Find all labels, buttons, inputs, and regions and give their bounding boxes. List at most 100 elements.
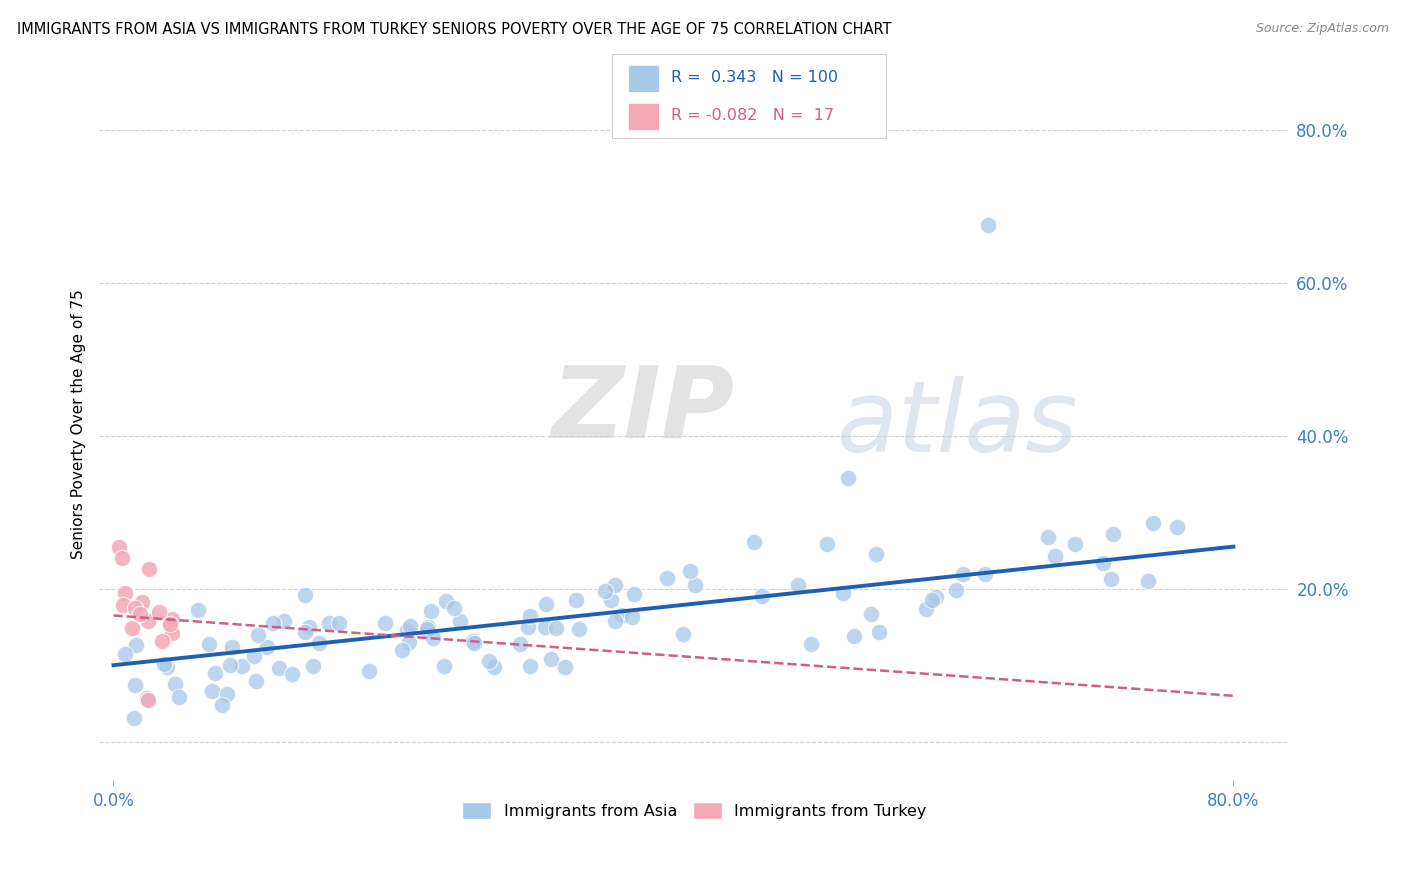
Point xyxy=(125,638,148,652)
Point xyxy=(519,659,541,673)
Point xyxy=(478,654,501,668)
Point xyxy=(136,691,159,706)
Point xyxy=(163,677,186,691)
Point xyxy=(160,625,183,640)
Point xyxy=(842,629,865,643)
Point xyxy=(540,652,562,666)
Point xyxy=(198,637,221,651)
Point xyxy=(1091,556,1114,570)
Point xyxy=(136,614,159,628)
Point xyxy=(977,219,1000,233)
Point xyxy=(398,619,420,633)
Point xyxy=(1136,574,1159,588)
Point xyxy=(247,628,270,642)
Point xyxy=(152,657,174,672)
Point xyxy=(159,620,181,634)
Point xyxy=(204,666,226,681)
Point xyxy=(111,598,134,612)
Point xyxy=(398,635,420,649)
Point xyxy=(533,620,555,634)
Point xyxy=(262,615,284,630)
Point xyxy=(679,565,702,579)
Point xyxy=(599,592,621,607)
Point xyxy=(294,588,316,602)
Point xyxy=(655,571,678,585)
Point xyxy=(122,711,145,725)
Point xyxy=(281,667,304,681)
Point xyxy=(1142,516,1164,530)
Point xyxy=(915,602,938,616)
Point xyxy=(318,615,340,630)
Point xyxy=(359,665,381,679)
Point xyxy=(787,577,810,591)
Point xyxy=(837,471,859,485)
Point xyxy=(273,614,295,628)
Point xyxy=(1102,527,1125,541)
Point xyxy=(396,623,419,637)
Point xyxy=(138,692,160,706)
Point xyxy=(215,687,238,701)
Point xyxy=(114,585,136,599)
Point xyxy=(245,673,267,688)
Point xyxy=(422,631,444,645)
Text: ZIP: ZIP xyxy=(551,361,734,458)
Point xyxy=(672,626,695,640)
Point xyxy=(925,590,948,604)
Point xyxy=(391,643,413,657)
Point xyxy=(565,593,588,607)
Point xyxy=(167,690,190,704)
Point xyxy=(1101,573,1123,587)
Point xyxy=(751,589,773,603)
Point xyxy=(832,586,855,600)
Point xyxy=(152,633,174,648)
Point xyxy=(815,537,838,551)
Point xyxy=(124,678,146,692)
Text: R = -0.082   N =  17: R = -0.082 N = 17 xyxy=(671,108,834,123)
Point xyxy=(294,625,316,640)
Point xyxy=(433,659,456,673)
Point xyxy=(534,597,557,611)
Point xyxy=(108,540,131,554)
Point xyxy=(463,636,485,650)
Point xyxy=(868,625,890,640)
Point xyxy=(921,593,943,607)
Point xyxy=(267,661,290,675)
Text: R =  0.343   N = 100: R = 0.343 N = 100 xyxy=(671,70,838,85)
Point xyxy=(973,567,995,582)
Point xyxy=(131,595,153,609)
Text: atlas: atlas xyxy=(837,376,1078,473)
Point xyxy=(620,610,643,624)
Legend: Immigrants from Asia, Immigrants from Turkey: Immigrants from Asia, Immigrants from Tu… xyxy=(456,796,934,825)
Point xyxy=(159,616,181,631)
Point xyxy=(308,636,330,650)
Point xyxy=(114,647,136,661)
Text: Source: ZipAtlas.com: Source: ZipAtlas.com xyxy=(1256,22,1389,36)
Text: IMMIGRANTS FROM ASIA VS IMMIGRANTS FROM TURKEY SENIORS POVERTY OVER THE AGE OF 7: IMMIGRANTS FROM ASIA VS IMMIGRANTS FROM … xyxy=(17,22,891,37)
Point xyxy=(554,660,576,674)
Point xyxy=(742,535,765,549)
Point xyxy=(519,609,541,624)
Point xyxy=(302,658,325,673)
Point xyxy=(568,622,591,636)
Point xyxy=(124,601,146,615)
Point xyxy=(544,621,567,635)
Point xyxy=(201,683,224,698)
Y-axis label: Seniors Poverty Over the Age of 75: Seniors Poverty Over the Age of 75 xyxy=(72,289,86,559)
Point xyxy=(148,605,170,619)
Point xyxy=(416,622,439,636)
Point xyxy=(121,621,143,635)
Point xyxy=(860,607,883,621)
Point xyxy=(187,602,209,616)
Point xyxy=(328,615,350,630)
Point xyxy=(138,562,160,576)
Point xyxy=(221,640,243,654)
Point xyxy=(243,649,266,664)
Point xyxy=(449,614,471,628)
Point xyxy=(162,612,184,626)
Point xyxy=(434,593,457,607)
Point xyxy=(256,640,278,654)
Point xyxy=(516,619,538,633)
Point xyxy=(603,614,626,628)
Point xyxy=(374,616,396,631)
Point xyxy=(482,659,505,673)
